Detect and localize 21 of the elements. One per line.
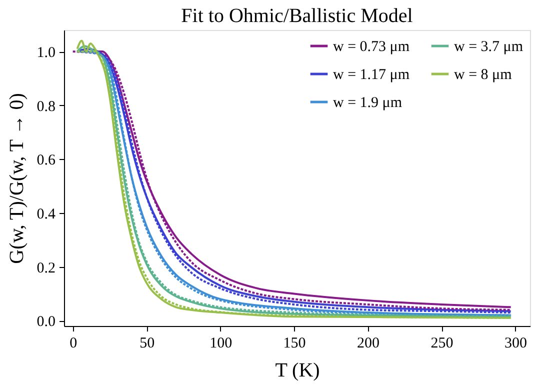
legend-label: w = 0.73 μm: [333, 39, 410, 55]
y-tick-label: 0.6: [36, 152, 56, 169]
y-tick-label: 0.4: [36, 206, 56, 222]
legend-label: w = 8 μm: [454, 67, 512, 83]
legend-label: w = 3.7 μm: [454, 39, 524, 55]
x-tick-label: 250: [430, 336, 454, 352]
x-tick-label: 100: [210, 336, 232, 352]
x-tick-label: 50: [140, 336, 155, 352]
chart-title: Fit to Ohmic/Ballistic Model: [181, 5, 414, 27]
x-tick-label: 300: [504, 336, 528, 352]
x-axis-title: T (K): [275, 360, 320, 382]
y-tick-label: 0.0: [36, 314, 56, 330]
x-tick-label: 150: [283, 336, 306, 352]
y-axis-title: G(w, T)/G(w, T → 0): [6, 93, 28, 264]
y-tick-label: 0.2: [36, 260, 56, 276]
x-tick-label: 200: [357, 336, 380, 352]
y-tick-label: 0.8: [36, 98, 56, 115]
y-tick-label: 1.0: [36, 45, 56, 62]
x-tick-label: 0: [70, 336, 78, 352]
legend-label: w = 1.17 μm: [333, 67, 410, 83]
legend-label: w = 1.9 μm: [333, 95, 402, 111]
